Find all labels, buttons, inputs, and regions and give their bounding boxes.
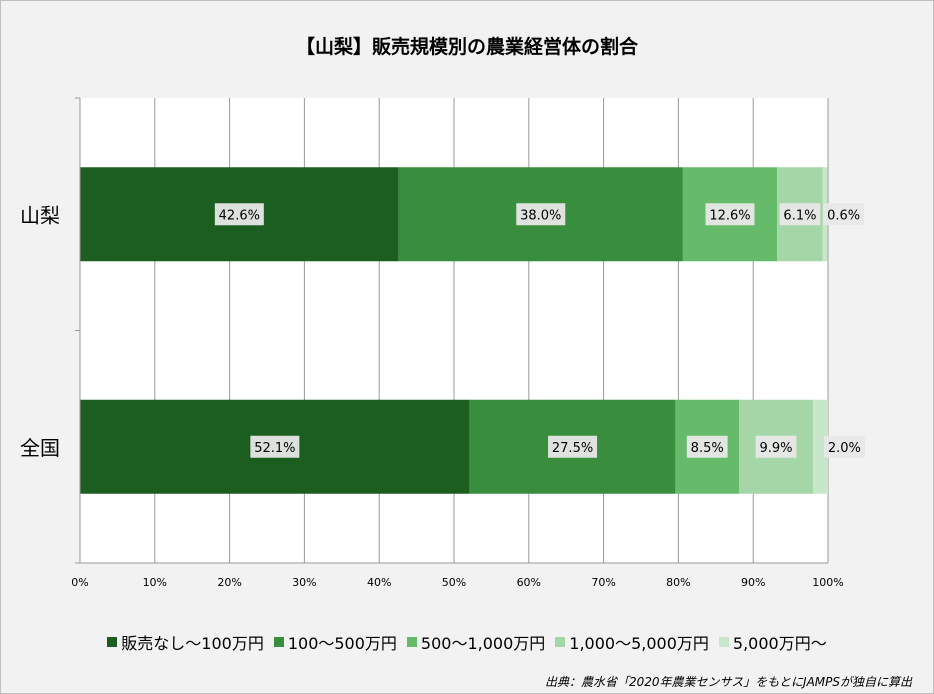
legend-item: 販売なし～100万円 xyxy=(107,630,264,654)
x-tick-label: 100% xyxy=(812,576,843,589)
chart-title: 【山梨】販売規模別の農業経営体の割合 xyxy=(295,36,638,58)
data-label: 12.6% xyxy=(709,208,750,223)
category-label: 山梨 xyxy=(20,203,60,227)
x-tick-label: 40% xyxy=(367,576,391,589)
data-label-bg xyxy=(686,435,728,458)
data-label: 27.5% xyxy=(552,441,593,456)
data-label: 42.6% xyxy=(219,208,260,223)
legend-swatch xyxy=(107,637,118,647)
data-label-bg xyxy=(705,203,755,226)
data-label: 6.1% xyxy=(783,208,816,223)
data-label-bg xyxy=(214,203,264,226)
x-tick-label: 90% xyxy=(741,576,765,589)
data-label-bg xyxy=(516,203,566,226)
legend-item: 500～1,000万円 xyxy=(406,630,546,654)
x-tick-label: 60% xyxy=(517,576,541,589)
data-label-bg xyxy=(823,203,865,226)
x-tick-label: 80% xyxy=(666,576,690,589)
x-tick-label: 70% xyxy=(591,576,615,589)
source-note: 出典：農水省「2020年農業センサス」をもとにJAMPSが独自に算出 xyxy=(544,675,912,689)
x-tick-label: 30% xyxy=(292,576,316,589)
data-label: 38.0% xyxy=(520,208,561,223)
legend-swatch xyxy=(406,637,417,647)
legend-label: 販売なし～100万円 xyxy=(121,634,264,653)
bar-segment xyxy=(813,399,828,494)
x-tick-label: 20% xyxy=(217,576,241,589)
legend-label: 500～1,000万円 xyxy=(420,634,546,653)
legend-swatch xyxy=(555,637,566,647)
legend-label: 100～500万円 xyxy=(287,634,397,653)
x-tick-label: 50% xyxy=(442,576,466,589)
data-label: 8.5% xyxy=(691,441,724,456)
data-label: 0.6% xyxy=(827,208,860,223)
category-label: 全国 xyxy=(20,436,60,460)
legend-item: 5,000万円～ xyxy=(718,630,827,654)
data-label-bg xyxy=(250,435,300,458)
data-label: 2.0% xyxy=(828,441,861,456)
data-label-bg xyxy=(824,435,865,458)
legend-swatch xyxy=(718,637,729,647)
data-label-bg xyxy=(779,203,821,226)
data-label: 52.1% xyxy=(254,441,295,456)
data-label-bg xyxy=(548,435,598,458)
x-tick-label: 10% xyxy=(143,576,167,589)
legend-label: 1,000～5,000万円 xyxy=(569,634,709,653)
legend-swatch xyxy=(273,637,284,647)
legend-item: 100～500万円 xyxy=(273,630,397,654)
legend-item: 1,000～5,000万円 xyxy=(555,630,709,654)
legend-label: 5,000万円～ xyxy=(732,634,827,653)
legend: 販売なし～100万円 100～500万円 500～1,000万円 1,000～5,00… xyxy=(0,630,934,654)
data-label: 9.9% xyxy=(759,441,792,456)
x-tick-label: 0% xyxy=(71,576,88,589)
data-label-bg xyxy=(755,435,797,458)
